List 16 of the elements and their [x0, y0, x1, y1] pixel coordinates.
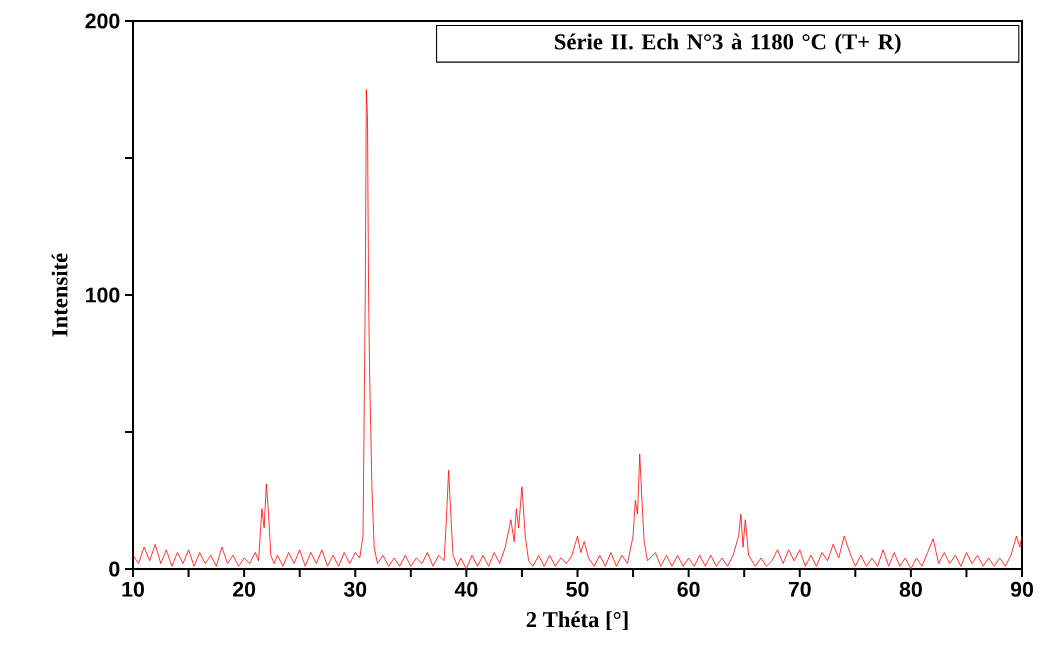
x-tick-label: 70 — [788, 581, 811, 597]
x-tick-label: 50 — [566, 581, 589, 597]
text: Série II. Ech N°3 à 1180 °C (T+ R) — [555, 33, 901, 55]
x-tick-label: 10 — [122, 581, 144, 597]
x-tick-label: 40 — [454, 581, 478, 597]
y-axis-title: Intensité — [51, 253, 68, 337]
line-series — [133, 89, 1023, 569]
x-tick-label: 60 — [677, 581, 700, 597]
y-tick-label: 100 — [86, 287, 120, 303]
x-tick-label: 90 — [1010, 581, 1033, 597]
x-tick-label: 20 — [233, 581, 256, 597]
x-tick-label: 80 — [899, 581, 922, 597]
x-axis-title: 2 Théta [°] — [526, 611, 628, 631]
x-tick-label: 30 — [343, 581, 367, 597]
y-tick-label: 0 — [109, 561, 120, 577]
y-tick-label: 200 — [85, 13, 120, 29]
